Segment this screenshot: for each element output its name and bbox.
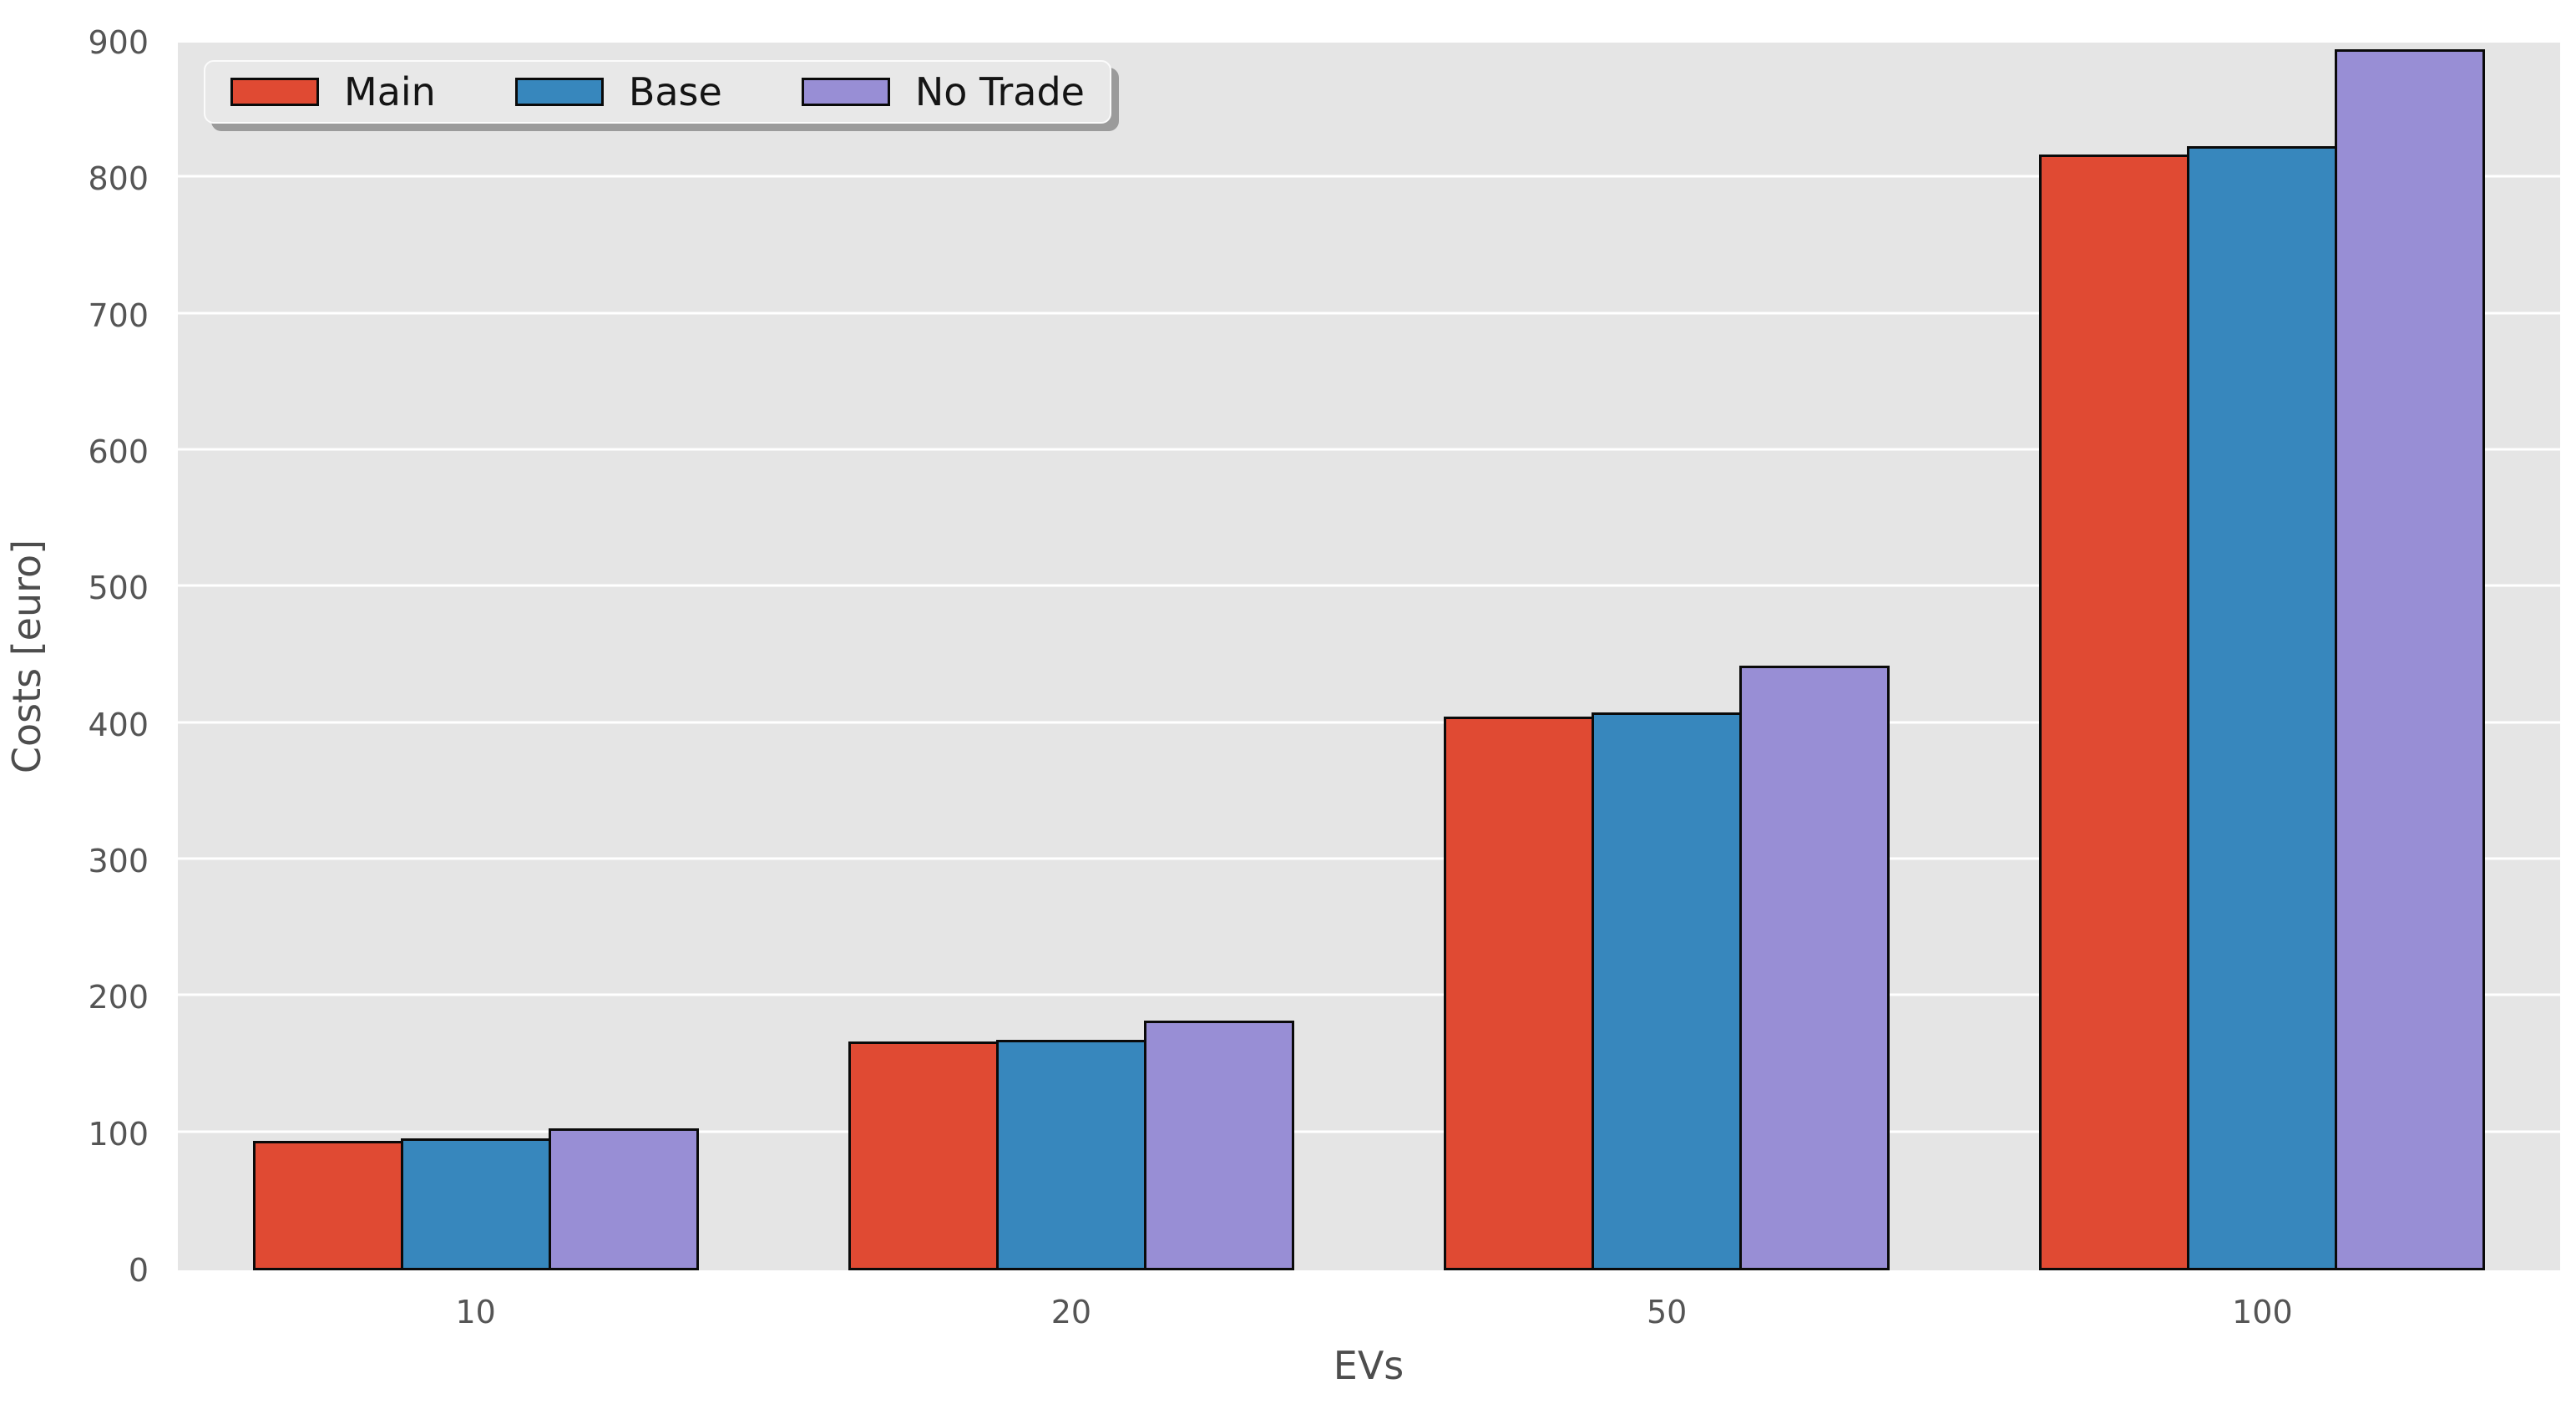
y-tick-labels: 0 100 200 300 400 500 600 700 800 900	[0, 27, 149, 1286]
y-tick-900: 900	[88, 24, 149, 61]
bar-group-100	[2039, 43, 2486, 1270]
gridline-800	[178, 175, 2560, 178]
bar-main-10	[252, 1140, 403, 1270]
y-tick-200: 200	[88, 979, 149, 1016]
y-tick-100: 100	[88, 1115, 149, 1153]
x-tick-100: 100	[2232, 1294, 2293, 1330]
bar-base-10	[400, 1138, 551, 1270]
legend-label-no-trade: No Trade	[914, 69, 1085, 114]
gridline-600	[178, 448, 2560, 451]
gridline-500	[178, 584, 2560, 587]
gridline-300	[178, 857, 2560, 860]
legend-swatch-no-trade	[801, 78, 890, 106]
legend-item-base: Base	[514, 69, 722, 114]
y-tick-300: 300	[88, 843, 149, 879]
x-axis-title: EVs	[1333, 1343, 1404, 1388]
bar-no-trade-20	[1143, 1021, 1294, 1270]
y-tick-700: 700	[88, 296, 149, 334]
legend-item-main: Main	[230, 73, 436, 111]
bar-no-trade-10	[548, 1128, 699, 1270]
legend-label-base: Base	[628, 69, 722, 114]
legend-swatch-base	[514, 78, 604, 106]
bar-group-20	[848, 43, 1294, 1270]
bar-no-trade-50	[1739, 666, 1890, 1270]
gridline-400	[178, 721, 2560, 724]
y-tick-500: 500	[88, 570, 149, 607]
gridline-700	[178, 312, 2560, 315]
legend-swatch-main	[230, 78, 319, 106]
bar-base-100	[2187, 146, 2338, 1270]
legend-item-no-trade: No Trade	[801, 69, 1085, 114]
gridline-200	[178, 993, 2560, 996]
bar-main-100	[2039, 154, 2190, 1270]
plot-area: Main Base No Trade	[178, 43, 2560, 1270]
legend: Main Base No Trade	[204, 60, 1111, 124]
bar-group-50	[1444, 43, 1890, 1270]
x-tick-50: 50	[1646, 1294, 1688, 1330]
y-tick-800: 800	[88, 160, 149, 198]
bar-group-10	[252, 43, 699, 1270]
y-tick-600: 600	[88, 433, 149, 470]
bar-main-50	[1444, 716, 1595, 1270]
y-tick-0: 0	[128, 1252, 149, 1289]
bar-base-50	[1592, 712, 1743, 1270]
bar-main-20	[848, 1041, 999, 1270]
legend-label-main: Main	[344, 69, 436, 114]
x-tick-20: 20	[1050, 1294, 1092, 1330]
x-tick-labels: 10 20 50 100	[178, 1296, 2560, 1331]
legend-items: Main Base No Trade	[230, 73, 1085, 111]
gridline-100	[178, 1130, 2560, 1133]
bar-no-trade-100	[2335, 49, 2486, 1270]
x-tick-10: 10	[455, 1294, 496, 1330]
y-tick-400: 400	[88, 706, 149, 743]
bar-base-20	[995, 1039, 1146, 1270]
